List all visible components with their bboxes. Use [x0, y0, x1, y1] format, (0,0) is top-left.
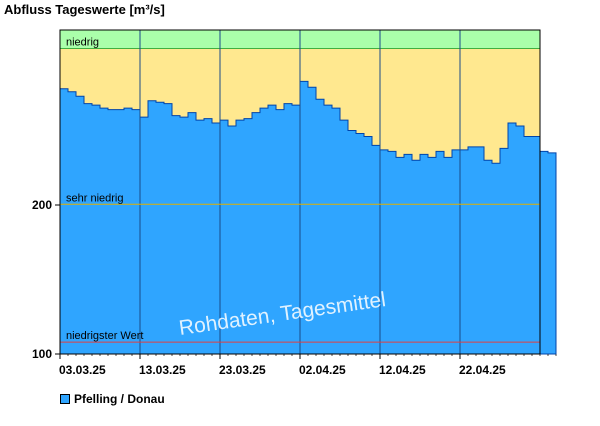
y-tick-label: 200 [32, 198, 52, 212]
x-axis: 03.03.25 13.03.25 23.03.25 02.04.25 12.04.25… [59, 354, 557, 377]
threshold-labels: niedrig sehr niedrig niedrigster Wert [66, 37, 143, 343]
y-tick-label: 100 [32, 347, 52, 361]
x-tick-label: 13.03.25 [139, 363, 186, 377]
x-tick-label: 02.04.25 [299, 363, 346, 377]
vertical-gridlines [139, 30, 461, 354]
threshold-lines [60, 203, 540, 343]
series-area-pfelling [59, 80, 557, 355]
x-tick-label: 22.04.25 [459, 363, 506, 377]
x-tick-label: 03.03.25 [59, 363, 106, 377]
band-label-0: niedrig [66, 37, 99, 49]
x-tick-label: 12.04.25 [379, 363, 426, 377]
legend-label: Pfelling / Donau [74, 392, 165, 406]
data-series [59, 80, 557, 355]
x-tick-label: 23.03.25 [219, 363, 266, 377]
legend-swatch [60, 394, 70, 404]
chart-title: Abfluss Tageswerte [m³/s] [4, 2, 165, 17]
y-axis: 100 200 [32, 198, 60, 361]
band-label-2: niedrigster Wert [66, 330, 143, 342]
band-label-1: sehr niedrig [66, 192, 123, 204]
legend: Pfelling / Donau [60, 392, 165, 406]
